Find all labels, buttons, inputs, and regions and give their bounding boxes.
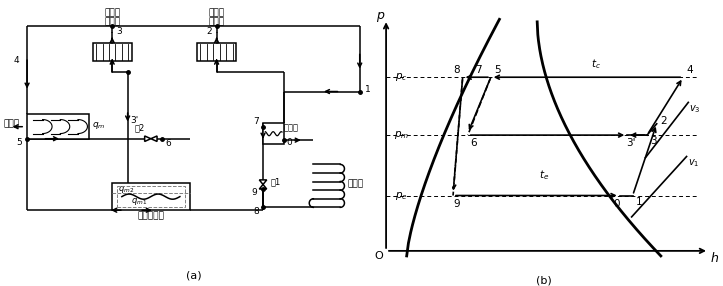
Text: 7: 7 — [253, 118, 259, 126]
Text: $q_{m2}$: $q_{m2}$ — [118, 184, 134, 195]
Text: (a): (a) — [186, 271, 201, 281]
Text: 3': 3' — [130, 116, 139, 125]
Text: 6: 6 — [471, 138, 477, 148]
Text: 3: 3 — [650, 136, 656, 146]
Text: 3': 3' — [627, 138, 636, 148]
Text: 6: 6 — [166, 139, 171, 148]
Text: 7: 7 — [475, 65, 482, 75]
Bar — [112, 183, 189, 210]
Text: 回热器: 回热器 — [283, 124, 299, 133]
Text: 4: 4 — [14, 56, 19, 65]
Text: $q_{m1}$: $q_{m1}$ — [131, 196, 147, 207]
Text: $v_1$: $v_1$ — [688, 157, 699, 169]
Text: 1: 1 — [364, 85, 370, 94]
Bar — [27, 114, 89, 139]
Text: 0: 0 — [613, 199, 620, 209]
Text: $p_e$: $p_e$ — [395, 190, 408, 202]
Text: 9: 9 — [453, 199, 460, 209]
Bar — [93, 43, 132, 61]
Text: 阀2: 阀2 — [134, 124, 145, 133]
Text: 2: 2 — [207, 27, 213, 36]
Text: 4: 4 — [687, 65, 693, 75]
Polygon shape — [260, 184, 267, 189]
Text: $h$: $h$ — [709, 251, 719, 265]
Polygon shape — [151, 136, 157, 142]
Text: (b): (b) — [536, 276, 552, 286]
Text: 5: 5 — [494, 65, 500, 75]
Text: 中间冷却器: 中间冷却器 — [137, 212, 164, 221]
Text: $p_m$: $p_m$ — [394, 129, 409, 141]
Bar — [197, 43, 236, 61]
Text: 压缩机: 压缩机 — [208, 17, 225, 26]
Text: $v_3$: $v_3$ — [690, 103, 701, 115]
Text: 蒸发器: 蒸发器 — [348, 179, 364, 188]
Text: 冷凝器: 冷凝器 — [4, 120, 20, 129]
Text: 8: 8 — [253, 207, 259, 216]
Text: $p_c$: $p_c$ — [395, 71, 408, 83]
Text: 0: 0 — [286, 138, 292, 147]
Text: 1: 1 — [636, 197, 642, 207]
Text: 压缩机: 压缩机 — [104, 17, 120, 26]
Text: 阀1: 阀1 — [270, 178, 281, 186]
Polygon shape — [260, 180, 267, 184]
Text: O: O — [375, 251, 384, 261]
Text: 2: 2 — [660, 116, 667, 126]
Text: 3: 3 — [116, 27, 122, 36]
Text: $t_c$: $t_c$ — [591, 57, 601, 71]
Text: $p$: $p$ — [376, 10, 385, 24]
Bar — [117, 186, 185, 207]
Text: $t_e$: $t_e$ — [539, 168, 549, 182]
Bar — [263, 123, 284, 144]
Text: 高压级: 高压级 — [104, 8, 120, 17]
Text: 低压级: 低压级 — [208, 8, 225, 17]
Text: 5: 5 — [17, 138, 22, 147]
Text: $q_m$: $q_m$ — [92, 120, 106, 131]
Text: 9: 9 — [252, 188, 257, 197]
Text: 8: 8 — [453, 65, 460, 75]
Polygon shape — [145, 136, 151, 142]
